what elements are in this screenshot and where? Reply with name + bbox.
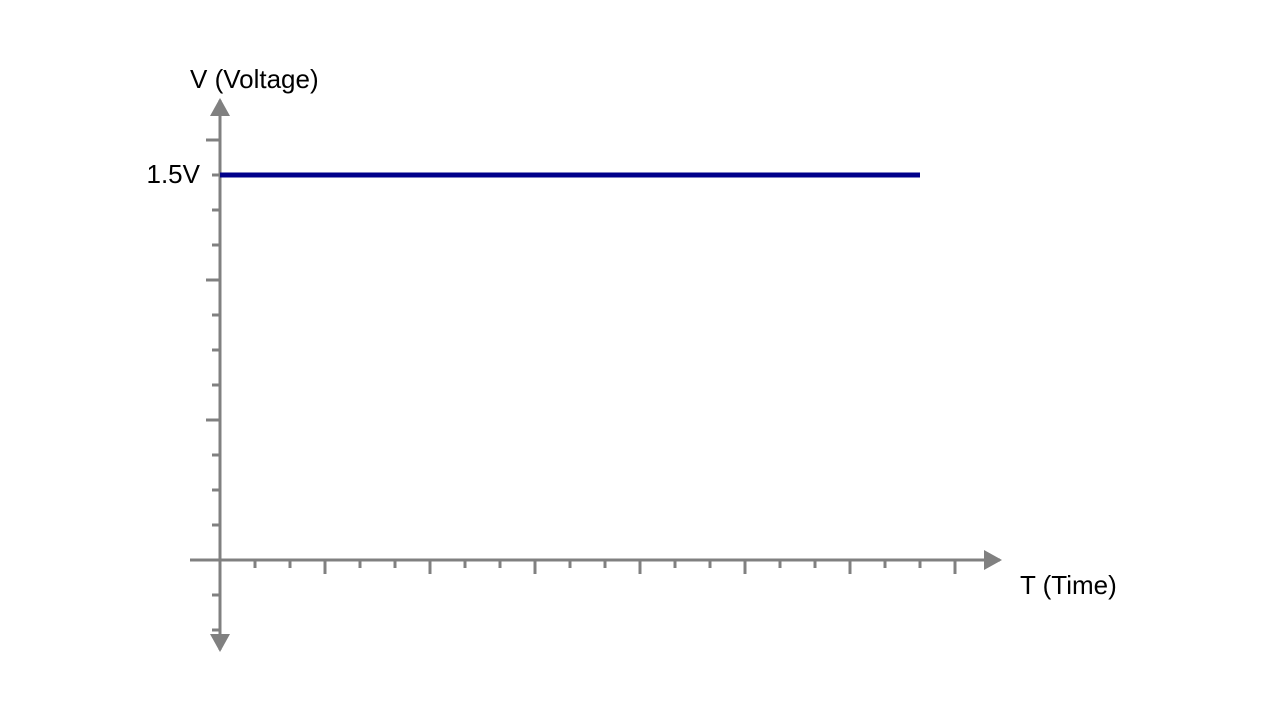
y-axis-label: V (Voltage)	[190, 64, 319, 95]
voltage-time-chart: V (Voltage) T (Time) 1.5V	[0, 0, 1280, 720]
y-tick-label: 1.5V	[140, 159, 200, 190]
x-axis-label: T (Time)	[1020, 570, 1117, 601]
chart-canvas	[0, 0, 1280, 720]
